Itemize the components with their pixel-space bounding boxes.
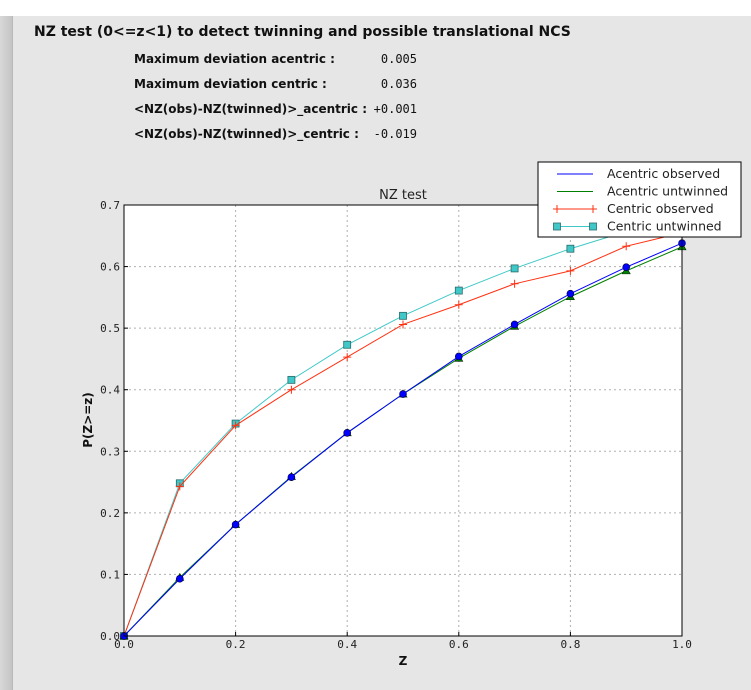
y-tick-label: 0.0: [100, 630, 120, 643]
legend-marker: [589, 222, 597, 231]
y-tick-label: 0.3: [100, 445, 120, 458]
stat-label: Maximum deviation acentric :: [134, 52, 335, 66]
window-edge: [0, 16, 12, 690]
legend-marker: [553, 222, 561, 231]
data-point: [454, 300, 463, 309]
legend-label: Centric observed: [607, 201, 714, 216]
data-point: [399, 320, 407, 329]
data-point: [566, 244, 575, 253]
section-title: NZ test (0<=z<1) to detect twinning and …: [34, 24, 571, 40]
x-tick-label: 1.0: [672, 638, 692, 651]
stat-label: <NZ(obs)-NZ(twinned)>_acentric :: [134, 102, 367, 116]
data-point: [175, 482, 184, 491]
data-point: [399, 390, 407, 398]
x-tick-label: 0.2: [226, 638, 246, 651]
stat-label: <NZ(obs)-NZ(twinned)>_centric :: [134, 127, 359, 141]
y-tick-label: 0.6: [100, 261, 120, 274]
legend-marker: [553, 205, 561, 213]
stat-value: 0.005: [380, 52, 417, 66]
stat-value: +0.001: [373, 102, 417, 116]
data-point: [231, 421, 240, 430]
data-point: [510, 279, 519, 288]
y-tick-label: 0.5: [100, 322, 120, 335]
data-point: [399, 311, 407, 320]
data-point: [287, 473, 296, 481]
data-point: [510, 264, 519, 273]
stat-value: 0.036: [380, 77, 417, 91]
x-tick-label: 0.0: [114, 638, 134, 651]
plot-area: [124, 205, 682, 636]
data-point: [454, 352, 463, 361]
x-tick-label: 0.6: [449, 638, 469, 651]
data-point: [343, 353, 352, 362]
legend: Acentric observed Acentric untwinned Centr…: [537, 161, 742, 238]
data-point: [510, 320, 519, 329]
y-tick-label: 0.1: [100, 568, 120, 581]
legend-label: Acentric untwinned: [607, 184, 728, 199]
data-point: [454, 286, 463, 295]
stat-label: Maximum deviation centric :: [134, 77, 327, 91]
y-tick-label: 0.7: [100, 199, 120, 212]
data-point: [622, 263, 631, 271]
data-point: [287, 375, 296, 384]
legend-label: Centric untwinned: [607, 219, 722, 234]
stat-value: -0.019: [373, 127, 417, 141]
x-tick-label: 0.4: [337, 638, 357, 651]
data-point: [622, 242, 631, 251]
legend-label: Acentric observed: [607, 166, 720, 181]
chart-title: NZ test: [379, 188, 427, 203]
data-point: [287, 385, 296, 394]
data-point: [343, 429, 352, 437]
legend-marker: [589, 205, 597, 213]
x-axis-label: Z: [399, 654, 408, 668]
y-axis-label: P(Z>=z): [81, 392, 95, 448]
plot-frame: [123, 204, 683, 637]
data-point: [176, 574, 184, 583]
data-point: [343, 340, 352, 349]
data-point: [566, 289, 575, 298]
x-tick-label: 0.8: [560, 638, 580, 651]
data-point: [231, 520, 240, 529]
y-tick-label: 0.2: [100, 507, 120, 520]
data-point: [566, 266, 575, 275]
y-tick-label: 0.4: [100, 384, 120, 397]
